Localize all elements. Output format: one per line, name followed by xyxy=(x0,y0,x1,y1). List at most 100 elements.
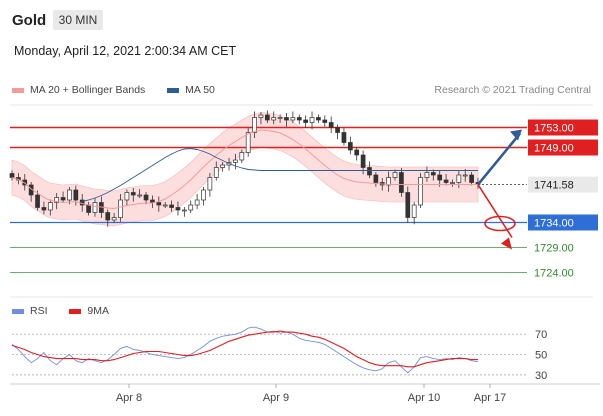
candle-body-12 xyxy=(86,204,91,213)
level-label-2: 1741.58 xyxy=(534,180,574,192)
candle-body-43 xyxy=(284,117,289,121)
candle-body-42 xyxy=(277,117,283,119)
candle-body-67 xyxy=(437,174,443,181)
candle-body-35 xyxy=(233,159,238,163)
candle-body-26 xyxy=(175,207,181,211)
candle-body-30 xyxy=(201,189,206,201)
candle-body-64 xyxy=(418,177,423,206)
rsi-ma9-swatch xyxy=(69,308,82,314)
candle-body-47 xyxy=(309,117,315,123)
candle-body-59 xyxy=(386,177,391,186)
candle-body-24 xyxy=(162,204,168,207)
candle-body-27 xyxy=(182,209,187,212)
candle-body-62 xyxy=(405,192,411,218)
rsi-swatch xyxy=(12,308,24,314)
scenario-up-shaft xyxy=(476,132,522,186)
candle-body-8 xyxy=(60,197,66,201)
level-label-box-2 xyxy=(528,176,598,193)
level-label-1: 1749.00 xyxy=(534,143,574,155)
candle-body-72 xyxy=(469,174,474,183)
candle-body-66 xyxy=(430,172,436,176)
candle-body-52 xyxy=(341,132,347,143)
rsi-ma9-label: 9MA xyxy=(87,305,109,318)
x-tick-label-1: Apr 9 xyxy=(263,392,289,404)
candle-body-69 xyxy=(450,182,455,184)
pivot-highlight-circle xyxy=(484,215,516,232)
x-tick-label-3: Apr 17 xyxy=(474,392,506,404)
candle-body-4 xyxy=(35,194,40,208)
candle-body-0 xyxy=(9,173,15,178)
candle-body-33 xyxy=(220,164,226,168)
candle-body-36 xyxy=(239,152,245,161)
x-tick-label-0: Apr 8 xyxy=(116,392,142,404)
rsi-ma9-line xyxy=(11,330,478,368)
rsi-label: RSI xyxy=(30,305,48,318)
candle-body-55 xyxy=(360,154,366,168)
rsi-tick-label-1: 50 xyxy=(535,350,547,362)
level-label-box-1 xyxy=(528,139,598,156)
ma20-bollinger-swatch xyxy=(12,87,24,93)
candle-body-48 xyxy=(316,117,321,121)
ma50-label: MA 50 xyxy=(185,84,215,97)
candle-body-21 xyxy=(143,194,149,201)
candle-body-71 xyxy=(462,174,468,177)
candle-body-32 xyxy=(213,167,219,178)
candle-body-40 xyxy=(264,114,270,121)
candle-body-10 xyxy=(73,189,79,201)
level-label-box-3 xyxy=(528,214,598,231)
candle-body-23 xyxy=(156,202,162,206)
level-label-3: 1734.00 xyxy=(534,218,574,230)
candle-body-44 xyxy=(290,117,296,121)
chart-datetime: Monday, April 12, 2021 2:00:34 AM CET xyxy=(14,44,237,58)
candle-body-18 xyxy=(124,192,130,201)
candle-body-46 xyxy=(303,119,308,123)
candle-body-60 xyxy=(392,172,398,178)
candle-body-20 xyxy=(137,194,143,197)
price-legend: MA 20 + Bollinger Bands MA 50 xyxy=(12,84,215,96)
rsi-tick-label-0: 70 xyxy=(535,329,547,341)
instrument-title: Gold xyxy=(12,12,47,29)
candle-body-19 xyxy=(130,192,136,196)
rsi-legend: RSI 9MA xyxy=(12,305,109,317)
candle-body-45 xyxy=(296,117,302,121)
candle-body-56 xyxy=(367,167,372,176)
candle-body-15 xyxy=(105,212,111,221)
rsi-tick-label-2: 30 xyxy=(535,370,547,382)
candle-body-41 xyxy=(271,117,277,121)
ma50-line xyxy=(82,148,478,202)
candle-body-68 xyxy=(443,179,449,183)
candle-body-17 xyxy=(118,199,123,218)
scenario-up-arrowhead xyxy=(510,129,522,141)
ma20-line xyxy=(11,129,478,210)
research-credit: Research © 2021 Trading Central xyxy=(434,84,591,96)
scenario-down-arrowhead xyxy=(501,237,512,250)
ma20-bollinger-label: MA 20 + Bollinger Bands xyxy=(30,84,146,97)
candle-body-53 xyxy=(347,142,353,151)
candle-body-31 xyxy=(207,177,213,191)
candle-body-54 xyxy=(354,149,360,156)
candle-body-13 xyxy=(92,202,98,213)
candle-body-7 xyxy=(54,197,60,203)
level-label-box-0 xyxy=(528,119,598,136)
candle-body-28 xyxy=(188,204,194,211)
candle-body-65 xyxy=(424,172,430,178)
level-label-5: 1724.00 xyxy=(534,268,574,280)
scenario-down-shaft xyxy=(477,184,513,238)
candle-body-37 xyxy=(245,132,251,153)
x-tick-label-2: Apr 10 xyxy=(408,392,440,404)
candle-body-39 xyxy=(258,114,264,118)
candle-body-29 xyxy=(194,199,200,206)
candle-body-5 xyxy=(41,207,47,211)
level-label-4: 1729.00 xyxy=(534,243,574,255)
candle-body-9 xyxy=(67,189,72,201)
candle-body-22 xyxy=(150,199,155,203)
candle-body-51 xyxy=(335,127,340,133)
candle-body-25 xyxy=(169,204,174,208)
candle-body-49 xyxy=(322,119,328,123)
candle-body-6 xyxy=(47,202,53,211)
candle-body-57 xyxy=(373,174,379,183)
chart-header: Gold 30 MIN xyxy=(0,0,603,38)
timeframe-badge[interactable]: 30 MIN xyxy=(53,10,103,30)
candle-body-61 xyxy=(399,172,404,193)
